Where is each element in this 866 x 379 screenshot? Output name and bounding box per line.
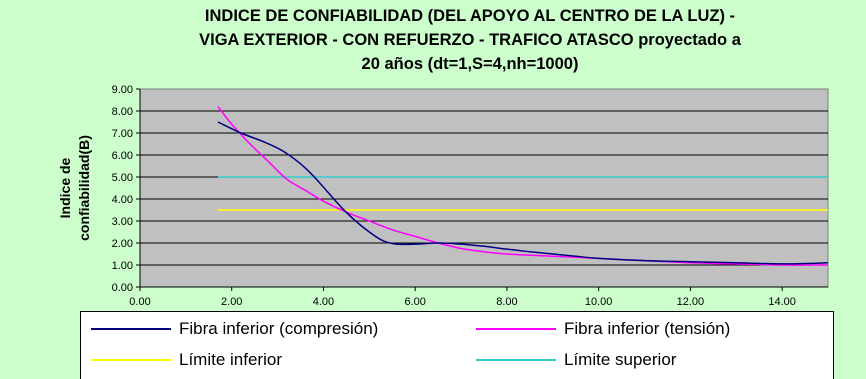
- legend-label-tension: Fibra inferior (tensión): [564, 319, 730, 339]
- legend-swatch-limite-inferior: [91, 359, 171, 361]
- y-tick-label: 5.00: [112, 172, 133, 184]
- legend-item-compresion: Fibra inferior (compresión): [91, 315, 378, 343]
- legend-swatch-tension: [476, 328, 556, 330]
- legend-swatch-compresion: [91, 328, 171, 330]
- x-tick-label: 4.00: [313, 296, 334, 308]
- y-tick-label: 9.00: [112, 84, 133, 96]
- y-tick-label: 7.00: [112, 128, 133, 140]
- y-tick-label: 1.00: [112, 260, 133, 272]
- legend-label-limite-superior: Límite superior: [564, 350, 676, 370]
- y-tick-labels: 0.00 1.00 2.00 3.00 4.00 5.00 6.00 7.00 8.00 9.00: [112, 84, 133, 294]
- x-tick-label: 10.00: [585, 296, 613, 308]
- legend: Fibra inferior (compresión) Fibra inferi…: [80, 311, 834, 379]
- legend-item-limite-superior: Límite superior: [476, 346, 676, 374]
- x-tick-label: 6.00: [404, 296, 425, 308]
- y-tick-label: 4.00: [112, 194, 133, 206]
- legend-label-limite-inferior: Límite inferior: [179, 350, 282, 370]
- legend-item-limite-inferior: Límite inferior: [91, 346, 282, 374]
- y-axis-label-line-1: Indice de: [57, 157, 73, 218]
- y-tick-label: 6.00: [112, 150, 133, 162]
- legend-item-tension: Fibra inferior (tensión): [476, 315, 730, 343]
- y-tick-label: 0.00: [112, 282, 133, 294]
- y-tick-label: 2.00: [112, 238, 133, 250]
- x-tick-label: 8.00: [496, 296, 517, 308]
- x-tick-label: 0.00: [129, 296, 150, 308]
- legend-swatch-limite-superior: [476, 359, 556, 361]
- y-tick-label: 3.00: [112, 216, 133, 228]
- x-tick-label: 2.00: [221, 296, 242, 308]
- y-tick-label: 8.00: [112, 106, 133, 118]
- x-tick-label: 14.00: [768, 296, 796, 308]
- legend-label-compresion: Fibra inferior (compresión): [179, 319, 378, 339]
- plot-area: [140, 89, 828, 287]
- x-tick-label: 12.00: [677, 296, 705, 308]
- y-axis-label-line-2: confiabilidad(B): [76, 135, 92, 241]
- x-tick-labels: 0.00 2.00 4.00 6.00 8.00 10.00 12.00 14.00: [129, 296, 796, 308]
